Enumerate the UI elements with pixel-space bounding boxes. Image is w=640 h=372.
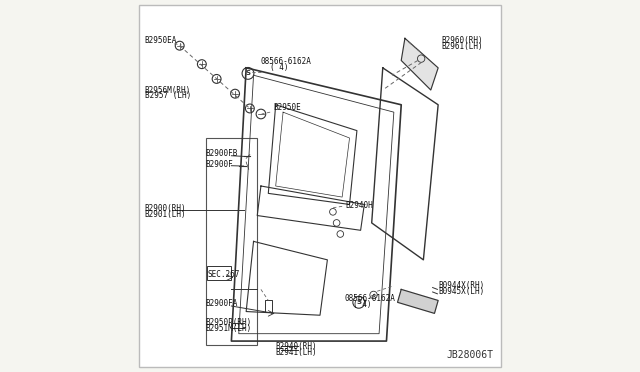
Text: B2900FA: B2900FA <box>205 299 238 308</box>
FancyBboxPatch shape <box>207 266 230 280</box>
Text: B2950EA: B2950EA <box>145 36 177 45</box>
FancyBboxPatch shape <box>139 5 501 367</box>
Text: B2900F: B2900F <box>205 160 234 169</box>
Text: ( 4): ( 4) <box>353 300 372 310</box>
Text: B2960(RH): B2960(RH) <box>442 36 483 45</box>
Text: B2940H: B2940H <box>346 201 374 211</box>
Text: S: S <box>246 70 250 76</box>
Text: B2940(RH): B2940(RH) <box>276 342 317 351</box>
Text: S: S <box>356 299 361 305</box>
Text: B2941(LH): B2941(LH) <box>276 348 317 357</box>
Text: ( 4): ( 4) <box>270 62 289 72</box>
Text: 08566-6162A: 08566-6162A <box>261 57 312 66</box>
Text: B2957 (LH): B2957 (LH) <box>145 91 191 100</box>
Text: B2901(LH): B2901(LH) <box>145 209 186 219</box>
Text: B2900FB: B2900FB <box>205 149 238 158</box>
Text: JB28006T: JB28006T <box>447 350 493 359</box>
Text: B2950E: B2950E <box>273 103 301 112</box>
Text: B2961(LH): B2961(LH) <box>442 42 483 51</box>
Text: B0945X(LH): B0945X(LH) <box>438 287 484 296</box>
Text: SEC.267: SEC.267 <box>207 270 239 279</box>
Text: B2951M(LH): B2951M(LH) <box>205 324 252 333</box>
Text: B0944X(RH): B0944X(RH) <box>438 281 484 290</box>
Text: B2950P(RH): B2950P(RH) <box>205 318 252 327</box>
Polygon shape <box>401 38 438 90</box>
Polygon shape <box>397 289 438 313</box>
Text: B2956M(RH): B2956M(RH) <box>145 86 191 94</box>
Text: 08566-6162A: 08566-6162A <box>344 294 396 303</box>
Text: B2900(RH): B2900(RH) <box>145 203 186 213</box>
